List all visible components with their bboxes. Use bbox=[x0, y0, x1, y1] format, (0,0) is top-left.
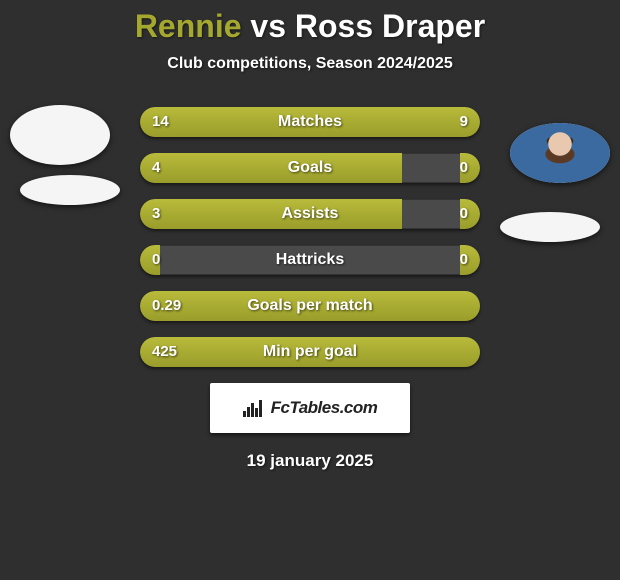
stat-row: 30Assists bbox=[140, 199, 480, 229]
branding-badge: FcTables.com bbox=[210, 383, 410, 433]
stat-row: 425Min per goal bbox=[140, 337, 480, 367]
branding-icon bbox=[243, 399, 265, 417]
stat-bar-right bbox=[460, 245, 480, 275]
player2-name: Ross Draper bbox=[295, 8, 485, 44]
stat-bar-left bbox=[140, 107, 347, 137]
vs-label: vs bbox=[250, 8, 286, 44]
stat-bar-left bbox=[140, 291, 480, 321]
stat-bar-left bbox=[140, 337, 480, 367]
stat-bar-left bbox=[140, 245, 160, 275]
player1-club-badge bbox=[20, 175, 120, 205]
stat-bar-right bbox=[460, 153, 480, 183]
stat-bar-left bbox=[140, 199, 402, 229]
stat-row: 149Matches bbox=[140, 107, 480, 137]
branding-text: FcTables.com bbox=[271, 398, 378, 418]
stat-row: 00Hattricks bbox=[140, 245, 480, 275]
stat-bar-right bbox=[347, 107, 480, 137]
player2-club-badge bbox=[500, 212, 600, 242]
date-label: 19 january 2025 bbox=[0, 451, 620, 471]
stat-label: Hattricks bbox=[140, 245, 480, 275]
stat-row: 0.29Goals per match bbox=[140, 291, 480, 321]
player1-name: Rennie bbox=[135, 8, 242, 44]
stat-row: 40Goals bbox=[140, 153, 480, 183]
stats-bars: 149Matches 40Goals 30Assists 00Hattricks 0.2… bbox=[140, 107, 480, 367]
stat-bar-right bbox=[460, 199, 480, 229]
player1-avatar bbox=[10, 105, 110, 165]
stat-bar-left bbox=[140, 153, 402, 183]
subtitle: Club competitions, Season 2024/2025 bbox=[0, 55, 620, 73]
card-title: Rennie vs Ross Draper bbox=[0, 8, 620, 45]
comparison-card: Rennie vs Ross Draper Club competitions,… bbox=[0, 0, 620, 471]
player2-avatar bbox=[510, 123, 610, 183]
